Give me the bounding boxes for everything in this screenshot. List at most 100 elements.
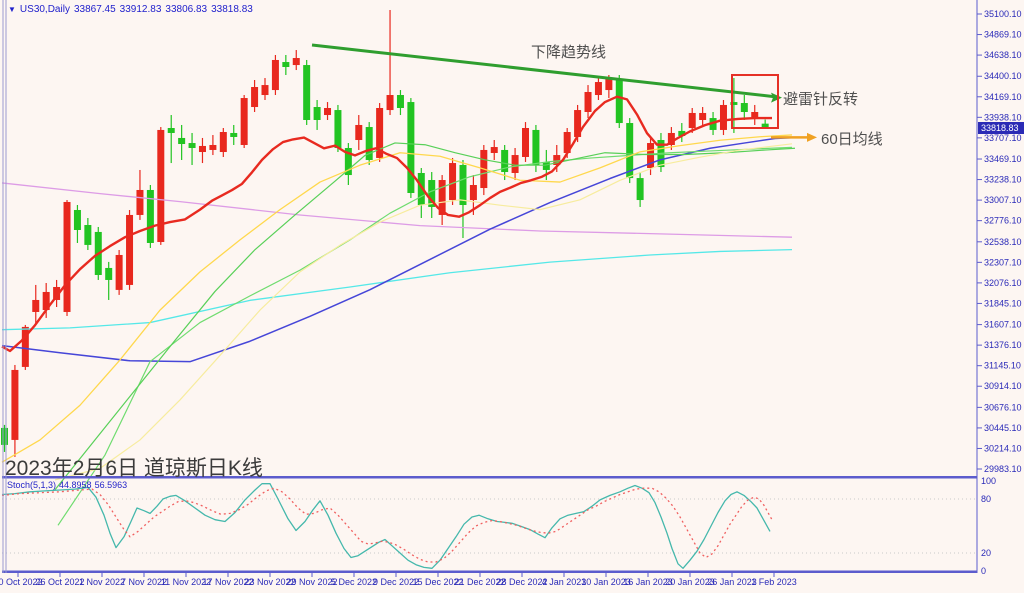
candle-body [542,161,550,170]
candle-body [594,82,602,96]
stoch-scale-label: 100 [981,476,996,486]
stochastic-name: Stoch(5,1,3) [7,480,57,490]
candle-body [73,209,81,230]
symbol-period: US30,Daily [19,4,70,15]
trendline-arrowhead-icon [771,92,782,103]
date-axis-label: 1 Nov 2022 [79,577,125,587]
ma-pale-yellow [54,143,793,481]
candle-body [459,164,467,206]
date-axis-label: 15 Dec 2022 [412,577,463,587]
price-axis-label: 34638.10 [984,50,1022,60]
candle-body [334,110,342,149]
price-axis-label: 31845.10 [984,298,1022,308]
date-axis-label: 26 Jan 2023 [707,577,757,587]
price-axis-label: 30676.10 [984,402,1022,412]
ohlc-high: 33912.83 [119,4,162,15]
candle-body [522,128,529,157]
date-axis-label: 9 Dec 2022 [373,577,419,587]
price-axis-label: 32076.10 [984,278,1022,288]
candle-body [574,110,582,137]
bottom-border [2,570,977,573]
candle-body [32,299,40,312]
candle-body [63,201,71,312]
ma60-annotation: 60日均线 [821,131,883,148]
candle-body [53,286,61,300]
price-axis-label: 31607.10 [984,320,1022,330]
price-axis-label: 33238.10 [984,175,1022,185]
current-price-tag: 33818.83 [978,122,1024,134]
reversal-annotation: 避雷针反转 [783,91,859,108]
candle-body [667,132,675,145]
candle-body [198,145,206,153]
candle-body [1,427,8,445]
candle-body [511,155,519,173]
candle-body [230,132,238,137]
candle-body [365,127,373,161]
candle-body [740,103,748,112]
candle-body [240,98,248,145]
candle-body [136,189,144,215]
candle-body [761,123,769,128]
candle-body [417,172,425,206]
symbol-dropdown-icon[interactable]: ▼ [8,5,16,14]
candle-body [344,148,352,176]
chart-caption: 2023年2月6日 道琼斯日K线 [5,457,263,480]
date-axis-label: 16 Jan 2023 [623,577,673,587]
ma-cyan [1,248,793,331]
stoch-scale-label: 20 [981,548,991,558]
price-axis-label: 33007.10 [984,195,1022,205]
stoch-scale-label: 80 [981,494,991,504]
candle-body [688,112,696,129]
candle-body [324,107,332,116]
candle-body [261,85,269,96]
candle-body [167,128,175,133]
ma-blue [1,136,795,363]
price-axis-label: 32307.10 [984,257,1022,267]
candle-body [282,62,290,68]
ma-green-fast [54,142,796,491]
date-axis-label: 10 Jan 2023 [581,577,631,587]
price-axis-label: 31376.10 [984,340,1022,350]
candle-body [157,129,165,242]
candle-body [42,291,50,311]
candle-body [469,185,477,201]
date-axis-label: 26 Oct 2022 [35,577,84,587]
candle-body [21,326,29,367]
candle-body [84,225,92,245]
price-axis-label: 34400.10 [984,71,1022,81]
price-axis-label: 33707.10 [984,133,1022,143]
candle-body [501,149,509,173]
chart-header: ▼ US30,Daily 33867.45 33912.83 33806.83 33818… [8,4,257,15]
candle-body [532,129,540,165]
price-axis-label: 30445.10 [984,423,1022,433]
candle-body [178,137,186,145]
candle-body [699,112,707,121]
price-axis-label: 33938.10 [984,112,1022,122]
stochastic-label: Stoch(5,1,3) 44.8958 56.5963 [7,480,130,490]
date-axis-label: 23 Nov 2022 [244,577,295,587]
date-axis-label: 1 Feb 2023 [751,577,797,587]
price-axis-label: 35100.10 [984,9,1022,19]
price-axis-label: 31145.10 [984,361,1021,371]
candle-body [355,124,363,141]
date-axis-label: 11 Nov 2022 [161,577,211,587]
candle-body [303,65,311,121]
date-axis-label: 17 Nov 2022 [202,577,253,587]
ma-gold [1,134,793,463]
candle-body [719,104,727,130]
stoch-k-line [1,483,771,569]
candle-body [553,155,561,165]
descending-trendline [311,43,778,99]
candle-body [678,130,686,137]
candle-body [647,143,655,169]
date-axis-label: 29 Nov 2022 [286,577,337,587]
stochastic-k-value: 44.8958 [59,480,92,490]
price-axis-label: 30214.10 [984,443,1022,453]
ma-violet [1,182,793,238]
price-axis-label: 30914.10 [984,381,1022,391]
ohlc-open: 33867.45 [73,4,116,15]
candle-body [490,147,498,153]
